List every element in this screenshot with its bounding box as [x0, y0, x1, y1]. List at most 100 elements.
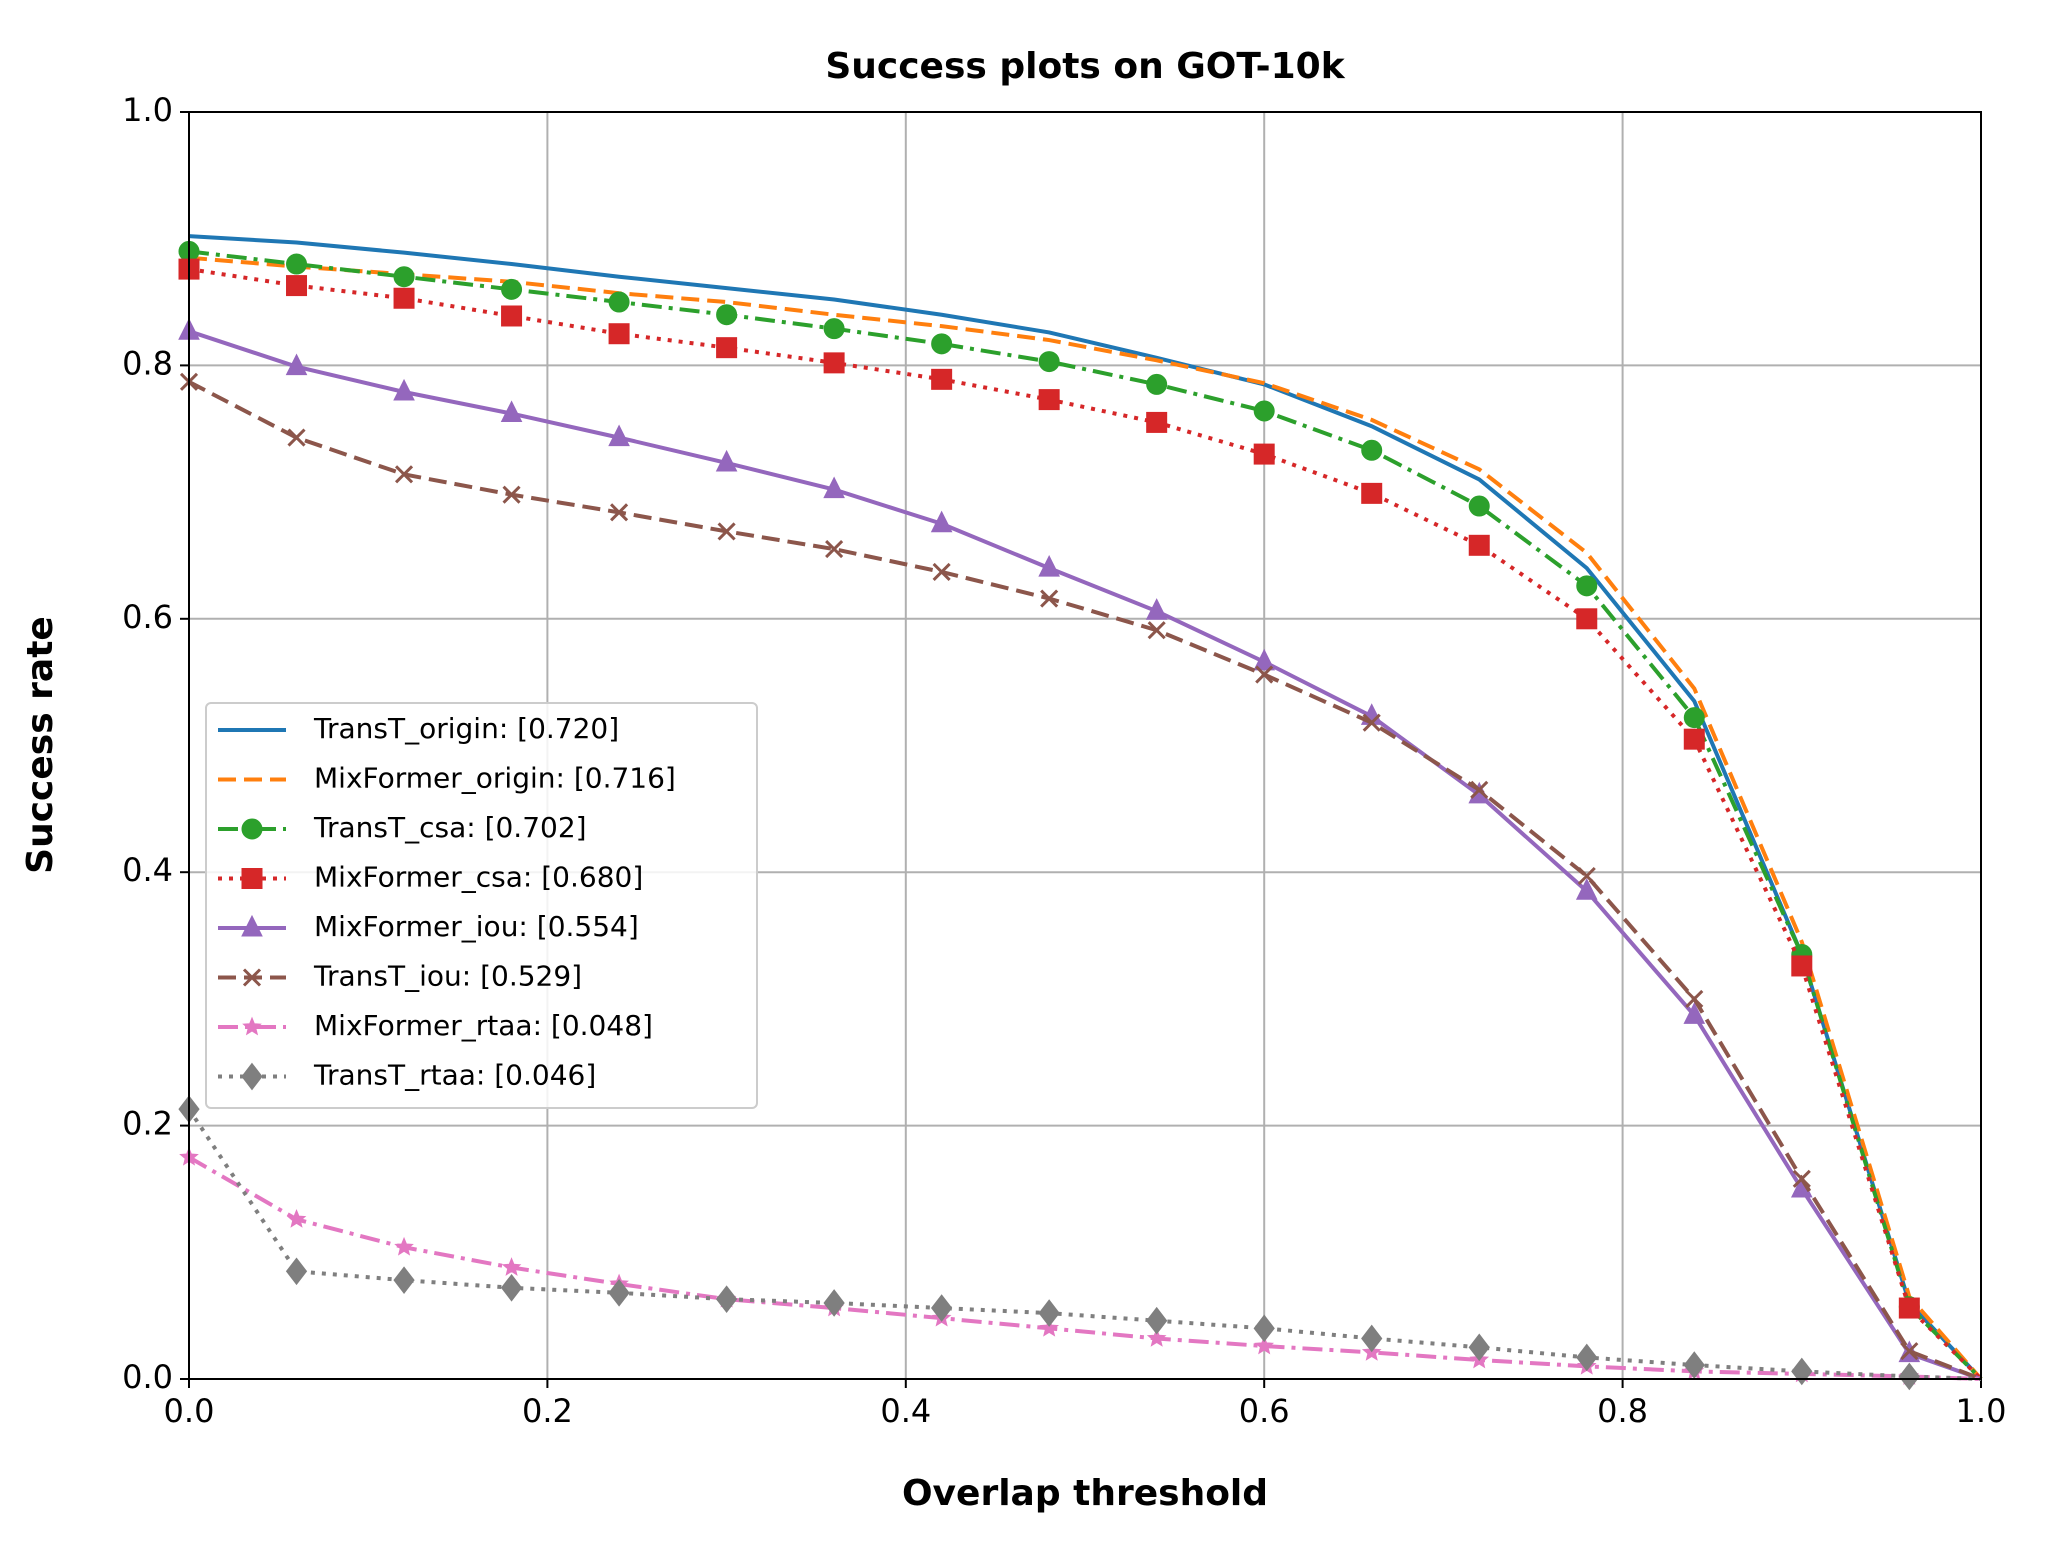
legend-label: TransT_csa: [0.702] [313, 811, 587, 844]
marker [1898, 1297, 1920, 1319]
y-tick-label: 0.2 [122, 1105, 173, 1143]
marker [286, 275, 308, 297]
marker [608, 424, 630, 447]
marker [930, 510, 953, 533]
x-tick-label: 0.2 [522, 1392, 573, 1430]
y-tick-label: 0.6 [122, 598, 173, 636]
marker [1146, 1328, 1167, 1347]
marker [1038, 555, 1060, 577]
marker [394, 465, 414, 484]
marker [1576, 575, 1598, 597]
marker [501, 1257, 522, 1276]
marker [932, 562, 951, 581]
marker [393, 287, 415, 309]
legend-label: MixFormer_csa: [0.680] [314, 861, 643, 894]
legend-label: TransT_iou: [0.529] [313, 960, 582, 993]
marker [931, 1294, 953, 1322]
marker [1040, 589, 1059, 608]
marker [1791, 1357, 1813, 1386]
legend-label: MixFormer_iou: [0.554] [314, 910, 639, 943]
marker [1468, 534, 1490, 556]
y-tick-label: 1.0 [122, 91, 173, 129]
marker [501, 278, 523, 300]
legend-label: TransT_rtaa: [0.046] [313, 1059, 596, 1092]
marker [1253, 648, 1276, 671]
marker [1683, 1002, 1706, 1024]
marker [393, 378, 415, 401]
marker [1038, 389, 1060, 411]
marker [1468, 1333, 1490, 1362]
series-line [187, 1155, 1982, 1381]
marker [1146, 411, 1168, 433]
marker [394, 1236, 414, 1256]
marker [502, 485, 521, 504]
marker [1361, 482, 1383, 504]
marker [241, 818, 263, 840]
marker [1791, 955, 1813, 977]
marker [610, 503, 629, 522]
marker [716, 304, 738, 326]
x-tick-label: 0.8 [1597, 1392, 1648, 1430]
series-line [188, 267, 1983, 1381]
marker [825, 540, 844, 559]
x-tick-label: 0.4 [880, 1392, 931, 1430]
marker [1577, 866, 1596, 886]
marker [1576, 1343, 1598, 1372]
marker [715, 1285, 738, 1313]
y-tick-label: 0.4 [122, 851, 173, 889]
marker [285, 1257, 308, 1286]
marker [1146, 373, 1168, 395]
marker [241, 1062, 263, 1091]
marker [241, 868, 263, 889]
marker [608, 1279, 630, 1307]
marker [1685, 989, 1704, 1008]
x-tick-label: 1.0 [1956, 1392, 2007, 1430]
marker [1683, 707, 1705, 729]
marker [1147, 621, 1166, 640]
marker [1361, 1324, 1383, 1353]
marker [1900, 1342, 1919, 1361]
y-tick-label: 0.0 [122, 1358, 173, 1396]
marker [1468, 495, 1490, 517]
marker [500, 1273, 523, 1302]
legend-box [205, 702, 758, 1109]
marker [1145, 598, 1168, 620]
legend-label: MixFormer_origin: [0.716] [314, 762, 676, 795]
series-line [187, 1108, 1982, 1381]
marker [1792, 1169, 1811, 1188]
x-axis-label: Overlap threshold [902, 1473, 1268, 1514]
marker [1253, 1314, 1275, 1343]
marker [1575, 878, 1598, 900]
marker [823, 476, 845, 499]
marker [286, 253, 308, 275]
marker [285, 353, 308, 376]
chart-title: Success plots on GOT-10k [825, 46, 1345, 87]
marker [1254, 1335, 1275, 1355]
x-tick-label: 0.6 [1239, 1392, 1290, 1430]
marker [1255, 665, 1274, 684]
marker [500, 400, 523, 423]
marker [931, 333, 953, 355]
marker [1361, 439, 1383, 461]
legend: TransT_origin: [0.720] MixFormer_origin: … [205, 702, 758, 1109]
marker [716, 337, 738, 359]
marker [1038, 1299, 1060, 1327]
marker [715, 449, 738, 472]
marker [823, 318, 845, 340]
marker [287, 428, 306, 447]
marker [1253, 400, 1275, 422]
marker [1470, 780, 1489, 799]
series-line [188, 329, 1982, 1381]
series-line [188, 255, 1983, 1381]
marker [717, 522, 736, 541]
marker [1039, 1317, 1059, 1337]
marker [241, 914, 263, 937]
marker [1038, 351, 1060, 373]
marker [242, 1016, 262, 1036]
y-axis-label: Success rate [20, 616, 61, 874]
marker [1898, 1362, 1920, 1391]
series-line [188, 249, 1983, 1381]
x-tick-label: 0.0 [164, 1392, 215, 1430]
marker [931, 368, 953, 390]
